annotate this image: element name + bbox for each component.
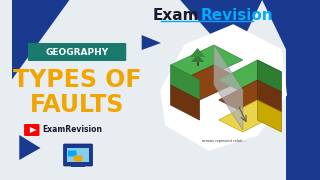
Polygon shape: [191, 55, 204, 62]
Polygon shape: [171, 65, 243, 100]
Polygon shape: [257, 80, 282, 112]
Polygon shape: [219, 60, 282, 92]
FancyBboxPatch shape: [74, 156, 82, 161]
Text: ExamRevision: ExamRevision: [42, 125, 102, 134]
Polygon shape: [180, 0, 262, 60]
Text: FAULTS: FAULTS: [30, 93, 124, 117]
Text: GEOGRAPHY: GEOGRAPHY: [45, 48, 109, 57]
Polygon shape: [171, 45, 243, 80]
Polygon shape: [142, 35, 161, 50]
Polygon shape: [30, 127, 36, 133]
FancyBboxPatch shape: [64, 144, 92, 166]
FancyBboxPatch shape: [24, 124, 39, 136]
Polygon shape: [171, 85, 199, 120]
Text: Exam: Exam: [153, 8, 199, 22]
Polygon shape: [171, 65, 199, 100]
Polygon shape: [161, 25, 286, 150]
FancyBboxPatch shape: [68, 150, 76, 156]
Text: TYPES OF: TYPES OF: [13, 68, 141, 92]
FancyBboxPatch shape: [28, 43, 126, 61]
Text: arrows represent relati...: arrows represent relati...: [202, 139, 245, 143]
Polygon shape: [190, 48, 205, 57]
Bar: [286, 0, 320, 180]
Polygon shape: [219, 80, 282, 112]
Text: Revision: Revision: [200, 8, 273, 22]
Polygon shape: [19, 135, 40, 160]
Polygon shape: [257, 100, 282, 132]
Polygon shape: [219, 100, 282, 132]
Bar: [71, 164, 85, 167]
Polygon shape: [12, 0, 69, 80]
Polygon shape: [214, 45, 243, 130]
Polygon shape: [257, 60, 282, 92]
Polygon shape: [204, 0, 320, 120]
Bar: [68, 148, 89, 162]
